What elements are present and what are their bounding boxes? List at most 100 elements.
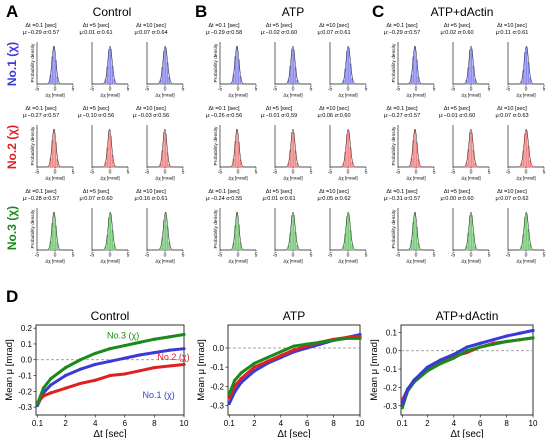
y-tick-label: -0.1 (18, 372, 32, 381)
histogram-bar (114, 79, 116, 84)
x-tick-label: 10 (529, 419, 538, 428)
x-axis-label: Δχ [mrad] (338, 93, 357, 98)
mu-sigma-label: μ:−0.31 σ:0.57 (384, 196, 420, 202)
data-point (138, 341, 141, 344)
y-tick-label: -0.1 (210, 363, 224, 372)
histogram-bar (236, 46, 238, 84)
x-axis-label: Δχ [mrad] (516, 259, 535, 264)
data-point (518, 332, 521, 335)
histogram-bar (526, 131, 528, 167)
x-tick-label: -5 (90, 170, 95, 176)
x-tick-label: 4 (93, 419, 98, 428)
mu-sigma-label: μ:0.11 σ:0.61 (496, 30, 529, 36)
dt-label: Δt =0.1 [sec] (208, 189, 240, 195)
histogram-bar (352, 244, 354, 250)
mu-sigma-label: μ:0.07 σ:0.63 (495, 113, 528, 119)
x-axis-label: Δχ [mrad] (338, 259, 357, 264)
histogram-bar (236, 129, 238, 167)
dt-label: Δt =10 [sec] (497, 106, 527, 112)
panel-letter-d: D (6, 287, 18, 306)
x-axis-label: Δχ [mrad] (283, 259, 302, 264)
x-axis-label: Δt [sec] (450, 429, 484, 438)
data-point (108, 374, 111, 377)
x-axis-label: Δχ [mrad] (461, 176, 480, 181)
dt-label: Δt =0.1 [sec] (386, 106, 418, 112)
mu-sigma-label: μ:−0.03 σ:0.56 (133, 113, 169, 119)
data-point (401, 402, 404, 405)
data-point (452, 356, 455, 359)
x-axis-label: Δt [sec] (93, 429, 127, 438)
histogram-bar (236, 212, 238, 250)
x-tick-label: 5 (310, 87, 313, 93)
y-tick-label: 0.2 (21, 324, 33, 333)
mu-sigma-label: μ:0.16 σ:0.61 (134, 196, 167, 202)
x-tick-label: 5 (127, 87, 130, 93)
mu-sigma-label: μ:0.07 σ:0.61 (317, 30, 350, 36)
dt-label: Δt =10 [sec] (136, 106, 166, 112)
x-axis-label: Δt [sec] (277, 429, 311, 438)
x-tick-label: 5 (365, 253, 368, 259)
histogram-bar (352, 78, 354, 84)
x-tick-label: 5 (488, 253, 491, 259)
x-tick-label: -5 (145, 170, 150, 176)
data-point (452, 353, 455, 356)
x-tick-label: 5 (433, 253, 436, 259)
x-tick-label: 5 (543, 87, 546, 93)
data-point (531, 329, 534, 332)
chart-title: Control (91, 309, 130, 323)
y-tick-label: -0.2 (18, 387, 32, 396)
dt-label: Δt =10 [sec] (136, 189, 166, 195)
mu-sigma-label: μ:−0.29 σ:0.57 (384, 30, 420, 36)
mu-sigma-label: μ:0.07 σ:0.60 (79, 196, 112, 202)
dt-label: Δt =0.1 [sec] (208, 106, 240, 112)
x-tick-label: -5 (506, 253, 511, 259)
data-point (153, 351, 156, 354)
data-point (233, 379, 236, 382)
histogram-bar (414, 212, 416, 250)
data-point (401, 406, 404, 409)
data-point (153, 338, 156, 341)
mu-sigma-label: μ:−0.28 σ:0.57 (23, 196, 59, 202)
histogram-bar (412, 57, 414, 84)
x-tick-label: -5 (145, 87, 150, 93)
y-axis-label: Probability density (30, 126, 36, 166)
data-point (492, 343, 495, 346)
x-tick-label: -5 (506, 170, 511, 176)
histogram-bar (240, 76, 242, 84)
histogram-bar (165, 212, 167, 250)
mu-sigma-label: μ:0.01 σ:0.61 (79, 30, 112, 36)
x-tick-label: 5 (72, 170, 75, 176)
histogram-bar (412, 222, 414, 250)
histogram-bar (51, 140, 53, 167)
row-label-no2: No.2 (χ) (5, 125, 19, 169)
x-tick-label: -5 (506, 87, 511, 93)
x-tick-label: 5 (182, 253, 185, 259)
histogram-bar (414, 129, 416, 167)
x-axis-label: Δχ [mrad] (228, 93, 247, 98)
histogram-bar (165, 47, 167, 84)
panel-letter-c: C (372, 2, 384, 21)
histogram-bar (414, 46, 416, 84)
data-point (358, 337, 361, 340)
x-tick-label: 5 (72, 87, 75, 93)
mu-sigma-label: μ:−0.26 σ:0.56 (206, 113, 242, 119)
dt-label: Δt =0.1 [sec] (208, 23, 240, 29)
x-tick-label: -5 (218, 87, 223, 93)
x-axis-label: Δχ [mrad] (155, 259, 174, 264)
y-axis-label: Mean μ [mrad] (4, 339, 15, 400)
x-tick-label: -5 (145, 253, 150, 259)
row-label-no1: No.1 (χ) (5, 42, 19, 86)
data-point (123, 372, 126, 375)
x-tick-label: 6 (305, 419, 310, 428)
histogram-bar (418, 243, 420, 250)
y-tick-label: 0.0 (21, 356, 33, 365)
data-point (228, 402, 231, 405)
data-point (64, 366, 67, 369)
